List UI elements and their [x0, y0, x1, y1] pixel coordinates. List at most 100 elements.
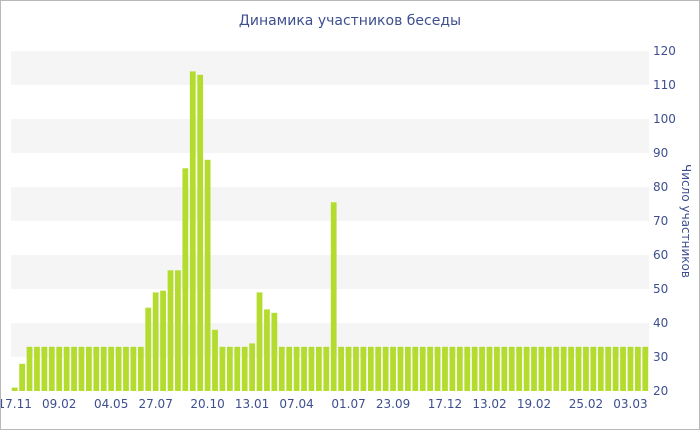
bar[interactable] — [590, 346, 597, 391]
bar[interactable] — [338, 346, 345, 391]
bar[interactable] — [226, 346, 233, 391]
bar[interactable] — [115, 346, 122, 391]
bar[interactable] — [256, 292, 263, 391]
bar[interactable] — [219, 346, 226, 391]
bar[interactable] — [278, 346, 285, 391]
bar[interactable] — [382, 346, 389, 391]
bar[interactable] — [538, 346, 545, 391]
bar[interactable] — [34, 346, 40, 391]
bar[interactable] — [553, 346, 560, 391]
bar[interactable] — [197, 74, 204, 392]
x-tick-label: 27.07 — [138, 397, 172, 411]
bar[interactable] — [627, 346, 634, 391]
chart-title: Динамика участников беседы — [238, 13, 462, 29]
y-axis-title: Число участников — [679, 164, 693, 278]
bar[interactable] — [123, 346, 129, 391]
bar[interactable] — [130, 346, 137, 391]
bar[interactable] — [516, 346, 523, 391]
bar[interactable] — [353, 346, 359, 391]
bar[interactable] — [575, 346, 582, 391]
bar[interactable] — [479, 346, 485, 391]
bar[interactable] — [419, 346, 426, 391]
bar[interactable] — [375, 346, 382, 391]
bar[interactable] — [189, 71, 196, 392]
y-tick-label: 70 — [653, 214, 668, 228]
bar[interactable] — [412, 346, 419, 391]
bar[interactable] — [160, 290, 166, 391]
bar[interactable] — [612, 346, 619, 391]
y-tick-label: 20 — [653, 384, 668, 398]
bar[interactable] — [560, 346, 567, 391]
bar[interactable] — [486, 346, 493, 391]
bar[interactable] — [397, 346, 404, 391]
bar[interactable] — [264, 309, 270, 391]
bar[interactable] — [323, 346, 330, 391]
bar[interactable] — [545, 346, 552, 391]
bar[interactable] — [634, 346, 641, 391]
bar[interactable] — [620, 346, 626, 391]
bar[interactable] — [93, 346, 100, 391]
bar[interactable] — [286, 346, 293, 391]
bar[interactable] — [108, 346, 115, 391]
bar[interactable] — [583, 346, 589, 391]
x-tick-label: 17.11 — [1, 397, 32, 411]
y-tick-label: 100 — [653, 112, 676, 126]
bar[interactable] — [390, 346, 396, 391]
bar[interactable] — [71, 346, 77, 391]
bar[interactable] — [427, 346, 434, 391]
bar[interactable] — [249, 343, 255, 391]
bar[interactable] — [78, 346, 85, 391]
bar[interactable] — [449, 346, 456, 391]
x-tick-label: 25.02 — [569, 397, 603, 411]
bar[interactable] — [330, 202, 337, 391]
bar[interactable] — [56, 346, 63, 391]
bar[interactable] — [167, 270, 174, 391]
bar[interactable] — [234, 346, 241, 391]
bar[interactable] — [405, 346, 411, 391]
bar[interactable] — [19, 363, 26, 391]
bar[interactable] — [456, 346, 463, 391]
bar[interactable] — [182, 168, 189, 391]
bar[interactable] — [315, 346, 322, 391]
bar[interactable] — [501, 346, 508, 391]
bar[interactable] — [568, 346, 574, 391]
bar[interactable] — [293, 346, 300, 391]
bar[interactable] — [597, 346, 604, 391]
bar[interactable] — [48, 346, 55, 391]
bar[interactable] — [464, 346, 471, 391]
bar[interactable] — [642, 346, 649, 391]
y-tick-label: 50 — [653, 282, 668, 296]
bar[interactable] — [345, 346, 352, 391]
bar[interactable] — [204, 159, 211, 391]
bar[interactable] — [86, 346, 92, 391]
bar[interactable] — [152, 292, 159, 391]
x-tick-label: 13.02 — [472, 397, 506, 411]
bar[interactable] — [308, 346, 315, 391]
bar[interactable] — [11, 387, 18, 391]
bar[interactable] — [145, 307, 152, 391]
bar[interactable] — [434, 346, 441, 391]
bar[interactable] — [100, 346, 107, 391]
bar[interactable] — [605, 346, 612, 391]
bar[interactable] — [508, 346, 515, 391]
grid-band — [11, 187, 649, 221]
bar[interactable] — [301, 346, 307, 391]
bar[interactable] — [41, 346, 48, 391]
bar[interactable] — [531, 346, 537, 391]
bar[interactable] — [442, 346, 448, 391]
bar[interactable] — [63, 346, 70, 391]
bar[interactable] — [367, 346, 374, 391]
bar[interactable] — [241, 346, 248, 391]
bar[interactable] — [26, 346, 33, 391]
bar[interactable] — [175, 270, 181, 391]
bar[interactable] — [360, 346, 367, 391]
bar[interactable] — [212, 329, 218, 391]
bar[interactable] — [471, 346, 478, 391]
bar[interactable] — [523, 346, 530, 391]
bar[interactable] — [494, 346, 500, 391]
bar[interactable] — [271, 312, 278, 391]
y-tick-label: 110 — [653, 78, 676, 92]
bar[interactable] — [137, 346, 144, 391]
